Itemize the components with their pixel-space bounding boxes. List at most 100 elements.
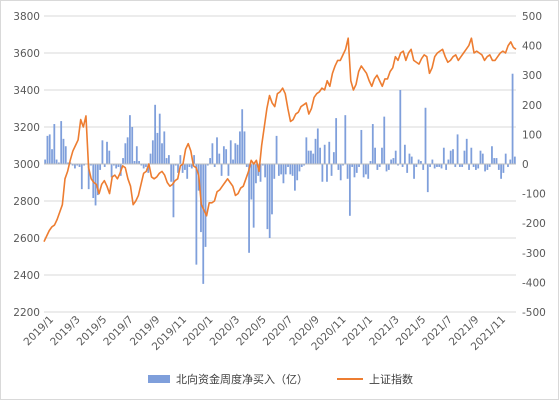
left-tick-label: 2200	[13, 307, 40, 319]
bar	[383, 116, 386, 164]
bar	[456, 134, 459, 164]
bar	[358, 164, 360, 167]
bar	[511, 73, 514, 164]
bar	[495, 158, 498, 164]
bar	[170, 164, 173, 182]
bar	[296, 164, 299, 181]
bar	[298, 164, 301, 172]
bar	[307, 150, 310, 164]
bar	[101, 140, 104, 164]
bar	[58, 162, 60, 164]
bar	[220, 164, 223, 176]
bar	[280, 164, 283, 175]
bar	[310, 150, 312, 164]
left-tick-label: 3800	[13, 11, 40, 23]
bar	[271, 164, 273, 215]
bar	[458, 164, 461, 167]
bar	[410, 156, 413, 164]
bar	[124, 143, 127, 164]
bar	[399, 90, 402, 164]
bar	[151, 140, 154, 164]
bar	[161, 143, 163, 164]
right-tick-label: 100	[522, 129, 542, 141]
bar	[452, 149, 454, 164]
bar	[365, 164, 367, 175]
left-tick-label: 3000	[13, 159, 40, 171]
bar	[115, 164, 118, 169]
bar	[264, 164, 266, 178]
bar	[390, 159, 393, 164]
bar	[438, 164, 441, 167]
bar	[74, 164, 76, 169]
bar	[355, 164, 358, 173]
bar	[484, 164, 486, 172]
legend-swatch-bars	[148, 375, 170, 383]
bar	[465, 138, 468, 164]
bar	[268, 164, 271, 238]
bar	[367, 164, 370, 179]
bar	[167, 155, 170, 164]
bar	[243, 131, 246, 164]
bar	[69, 162, 72, 164]
bar	[275, 135, 278, 164]
legend-item-line: 上证指数	[337, 371, 413, 387]
bar	[48, 134, 51, 164]
bar	[353, 164, 356, 178]
bar	[255, 164, 257, 184]
right-tick-label: -300	[522, 248, 546, 260]
bar	[51, 149, 53, 164]
bar	[376, 164, 379, 170]
bar	[156, 132, 159, 164]
bar	[193, 155, 195, 164]
bar	[493, 158, 496, 164]
bar	[491, 146, 493, 164]
bar	[369, 161, 372, 164]
bar	[266, 164, 269, 230]
bar	[454, 164, 457, 167]
bar	[362, 164, 365, 178]
bar	[218, 153, 221, 164]
bar	[78, 164, 81, 167]
bar	[291, 164, 294, 176]
bar	[172, 164, 175, 218]
bar	[80, 164, 83, 190]
bar	[504, 153, 507, 164]
bar	[163, 131, 166, 164]
bar	[403, 144, 406, 164]
bar	[436, 164, 438, 167]
bar	[236, 144, 239, 164]
chart-legend: 北向资金周度净买入（亿） 上证指数	[0, 371, 559, 389]
bar	[202, 164, 205, 284]
right-tick-label: 0	[522, 159, 529, 171]
bar	[209, 158, 212, 164]
bar	[342, 164, 344, 166]
bar	[351, 164, 354, 167]
chart-canvas: 3800360034003200300028002600240022005004…	[13, 11, 546, 353]
bar	[55, 159, 58, 164]
bar	[374, 147, 376, 164]
bar	[394, 150, 397, 164]
bar	[53, 124, 56, 164]
bar	[64, 146, 67, 164]
bar	[211, 143, 214, 164]
bar	[442, 147, 445, 164]
bar	[426, 164, 429, 193]
bar	[147, 164, 150, 173]
bar	[406, 164, 409, 173]
legend-item-bars: 北向资金周度净买入（亿）	[148, 371, 308, 387]
bar	[316, 128, 319, 164]
bar	[507, 164, 509, 167]
bar	[179, 155, 182, 164]
bar	[103, 164, 106, 167]
bar	[142, 164, 145, 169]
bar	[378, 164, 381, 167]
legend-label-line: 上证指数	[369, 373, 413, 386]
bar	[229, 140, 232, 164]
bar	[206, 164, 209, 166]
bar	[468, 164, 470, 170]
bar	[282, 164, 285, 184]
bar	[424, 107, 427, 164]
bar	[188, 164, 191, 167]
bar	[502, 164, 505, 173]
